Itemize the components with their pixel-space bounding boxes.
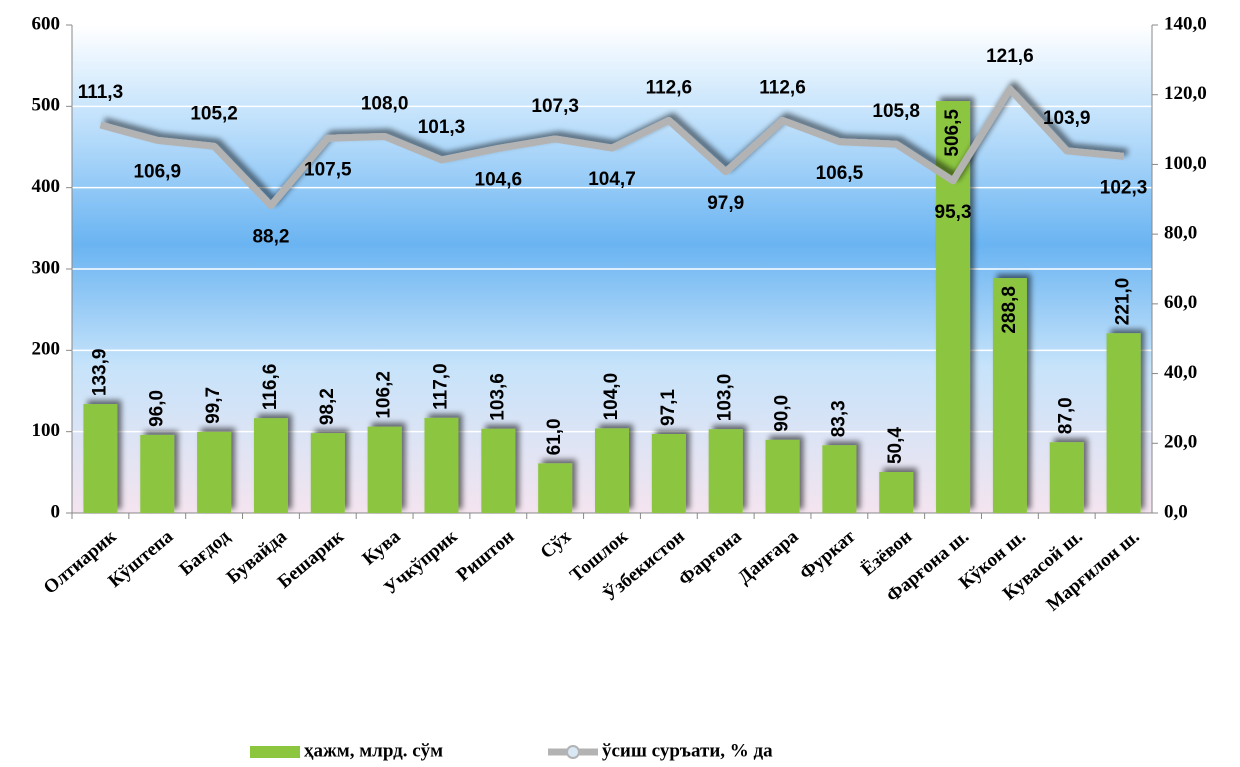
bar — [310, 433, 345, 513]
y2-tick-label: 60,0 — [1164, 292, 1197, 313]
line-value-label: 95,3 — [935, 202, 972, 223]
bar-value-label: 103,6 — [487, 373, 508, 421]
bar — [424, 417, 459, 513]
bar-value-label: 506,5 — [942, 109, 963, 157]
y2-tick-label: 120,0 — [1164, 83, 1207, 104]
y-tick-label: 500 — [32, 95, 61, 116]
x-tick-label: Сўх — [537, 526, 576, 563]
bar — [708, 429, 743, 513]
y2-tick-label: 0,0 — [1164, 501, 1188, 522]
bar-value-label: 288,8 — [999, 286, 1020, 334]
x-tick-label: Фарғона — [675, 526, 746, 591]
y2-tick-label: 20,0 — [1164, 432, 1197, 453]
line-value-label: 112,6 — [646, 78, 693, 99]
x-tick-label: Данғара — [734, 526, 803, 589]
y-tick-label: 200 — [32, 339, 61, 360]
bar — [822, 445, 857, 513]
bar — [253, 418, 288, 513]
line-value-label: 106,9 — [133, 161, 181, 182]
x-tick-label: Фуркат — [796, 526, 860, 585]
bar-value-label: 61,0 — [544, 418, 565, 455]
line-value-label: 108,0 — [361, 94, 409, 115]
y-tick-label: 300 — [32, 257, 61, 278]
bar-value-label: 83,3 — [828, 400, 849, 437]
line-value-label: 112,6 — [759, 78, 806, 99]
bar — [879, 472, 914, 513]
bar — [197, 431, 232, 513]
bar — [765, 439, 800, 513]
legend-swatch — [250, 746, 300, 758]
bar — [140, 434, 175, 513]
line-value-label: 104,6 — [475, 169, 523, 190]
line-value-label: 105,2 — [190, 103, 238, 124]
bar-value-label: 90,0 — [772, 395, 793, 432]
line-value-label: 97,9 — [707, 193, 744, 214]
bar — [595, 428, 629, 513]
line-value-label: 106,5 — [816, 163, 864, 184]
y-tick-label: 100 — [32, 420, 61, 441]
legend-label: ўсиш суръати, % да — [602, 740, 773, 761]
line-value-label: 104,7 — [588, 169, 636, 190]
bar — [538, 463, 573, 513]
bar — [367, 426, 402, 513]
line-value-label: 102,3 — [1100, 177, 1148, 198]
bar-value-label: 221,0 — [1113, 278, 1134, 326]
line-value-label: 101,3 — [418, 117, 466, 138]
legend-marker — [566, 745, 580, 759]
line-value-label: 121,6 — [986, 46, 1034, 67]
bar — [481, 428, 516, 513]
y-tick-label: 0 — [51, 501, 61, 522]
line-value-label: 107,3 — [531, 96, 579, 117]
y-tick-label: 400 — [32, 176, 61, 197]
bar-value-label: 133,9 — [89, 349, 110, 397]
y2-tick-label: 100,0 — [1164, 153, 1207, 174]
y2-tick-label: 80,0 — [1164, 223, 1197, 244]
line-value-label: 105,8 — [872, 101, 920, 122]
line-value-label: 107,5 — [304, 159, 352, 180]
bar-value-label: 117,0 — [430, 363, 451, 410]
bar-value-label: 87,0 — [1056, 397, 1077, 434]
y2-tick-label: 140,0 — [1164, 13, 1207, 34]
bar-value-label: 98,2 — [317, 388, 338, 425]
bar-value-label: 96,0 — [146, 390, 167, 427]
bar — [83, 404, 118, 513]
x-tick-label: Кўштепа — [104, 526, 177, 592]
bar — [992, 278, 1027, 513]
bar-value-label: 106,2 — [374, 371, 395, 419]
y-tick-label: 600 — [32, 13, 61, 34]
line-value-label: 111,3 — [78, 82, 123, 103]
bar — [1049, 442, 1084, 513]
x-tick-label: Кува — [359, 526, 405, 570]
x-tick-label: Риштон — [453, 526, 519, 586]
bar-value-label: 104,0 — [601, 373, 622, 421]
bar-value-label: 99,7 — [203, 387, 224, 424]
y2-tick-label: 40,0 — [1164, 362, 1197, 383]
bar — [651, 434, 686, 513]
bar-value-label: 50,4 — [885, 427, 906, 464]
bar-series — [83, 101, 1141, 514]
legend-label: ҳажм, млрд. сўм — [304, 740, 443, 761]
line — [99, 85, 1124, 210]
line-value-label: 103,9 — [1043, 108, 1091, 129]
bar-value-label: 97,1 — [658, 389, 679, 426]
x-tick-label: Олтиарик — [40, 526, 121, 598]
line-value-label: 88,2 — [252, 227, 289, 248]
bar — [1106, 333, 1141, 513]
bar-value-label: 116,6 — [260, 364, 281, 411]
bar-value-label: 103,0 — [715, 374, 736, 422]
